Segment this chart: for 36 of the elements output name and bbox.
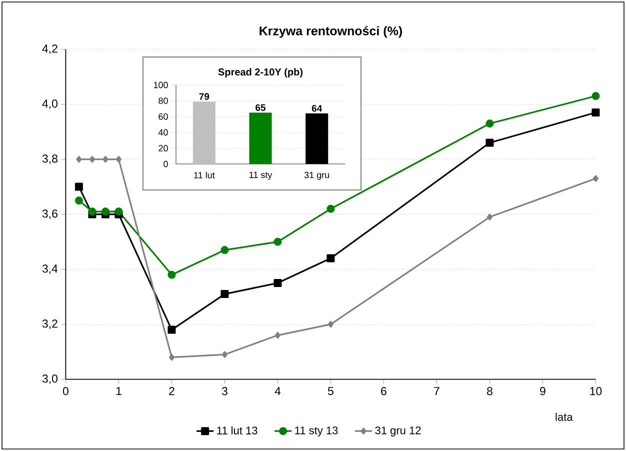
- x-tick-label: 2: [169, 387, 174, 396]
- x-tick-label: 4: [274, 387, 281, 395]
- x-tick-label: 5: [328, 387, 334, 396]
- x-tick-label: 0: [62, 387, 68, 396]
- x-tick-label: 11 lut: [194, 172, 215, 178]
- y-tick-label: 4,0: [42, 100, 58, 110]
- chart-title: Krzywa rentowności (%): [260, 26, 402, 38]
- x-tick-label: 10: [590, 387, 602, 396]
- y-tick-label: 60: [158, 113, 168, 120]
- y-tick-label: 100: [154, 82, 168, 88]
- legend-label: 31 gru 12: [375, 426, 421, 436]
- x-tick-label: 8: [487, 387, 492, 396]
- x-tick-label: 11 sty: [250, 172, 272, 180]
- x-tick-label: 9: [540, 387, 546, 396]
- y-tick-label: 3,8: [42, 154, 58, 164]
- y-tick-label: 40: [158, 129, 168, 136]
- y-tick-label: 3,2: [42, 320, 58, 330]
- y-tick-label: 80: [158, 98, 168, 104]
- x-axis-title: lata: [556, 412, 573, 421]
- legend-label: 11 sty 13: [295, 426, 338, 436]
- x-tick-label: 31 gru: [304, 172, 329, 180]
- y-tick-label: 3,4: [42, 264, 58, 274]
- legend-label: 11 lut 13: [217, 426, 258, 434]
- x-tick-label: 3: [222, 387, 228, 396]
- x-tick-label: 7: [434, 387, 440, 395]
- y-tick-label: 20: [158, 145, 168, 152]
- data-label: 79: [199, 93, 210, 100]
- x-tick-label: 1: [116, 387, 122, 395]
- y-tick-label: 0: [164, 160, 168, 168]
- chart-title: Spread 2-10Y (pb): [218, 68, 303, 78]
- y-tick-label: 3,0: [42, 374, 58, 384]
- x-tick-label: 6: [381, 387, 386, 396]
- data-label: 65: [256, 104, 266, 111]
- y-tick-label: 4,2: [42, 44, 58, 54]
- data-label: 64: [312, 104, 322, 112]
- y-tick-label: 3,6: [42, 210, 58, 220]
